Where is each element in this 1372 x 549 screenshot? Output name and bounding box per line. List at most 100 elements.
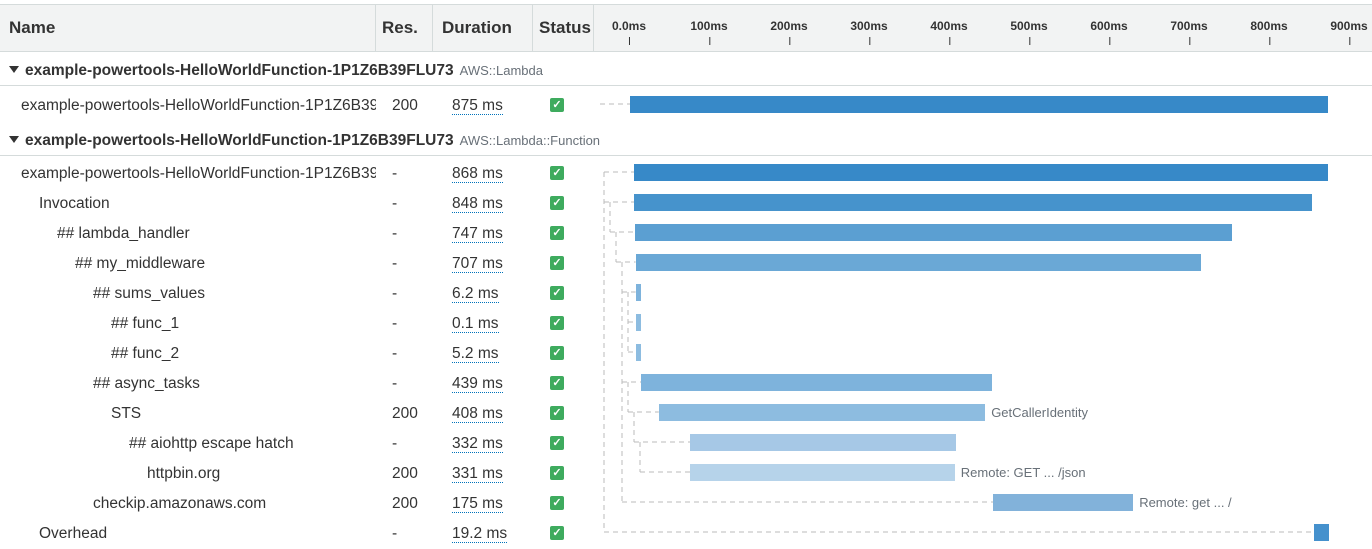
timeline-bar[interactable] [634,164,1329,181]
segment-name: ## sums_values [93,285,206,302]
duration-link[interactable]: 332 ms [452,435,503,453]
segment-group-header[interactable]: example-powertools-HelloWorldFunction-1P… [0,56,1372,86]
segment-name: example-powertools-HelloWorldFunction-1P… [21,97,376,114]
duration-link[interactable]: 175 ms [452,495,503,513]
status-ok-check-icon: ✓ [550,346,564,360]
segment-name: ## async_tasks [93,375,200,392]
response-code: - [392,255,398,272]
column-status[interactable]: Status [533,5,594,51]
status-ok-check-icon: ✓ [550,376,564,390]
status-ok-check-icon: ✓ [550,526,564,540]
timeline-bar[interactable] [658,404,986,421]
duration-link[interactable]: 6.2 ms [452,285,499,303]
collapse-triangle-icon[interactable] [9,66,19,73]
group-type: AWS::Lambda::Function [459,133,601,148]
status-ok-check-icon: ✓ [550,286,564,300]
trace-row[interactable]: ## func_1 - 0.1 ms ✓ [0,309,1372,339]
trace-row[interactable]: ## my_middleware - 707 ms ✓ [0,249,1372,279]
duration-link[interactable]: 439 ms [452,375,503,393]
trace-row[interactable]: ## aiohttp escape hatch - 332 ms ✓ [0,429,1372,459]
segment-group-header[interactable]: example-powertools-HelloWorldFunction-1P… [0,126,1372,156]
axis-tick: 600ms [1090,19,1128,45]
response-code: - [392,525,398,542]
timeline-bar[interactable] [1314,524,1330,541]
duration-link[interactable]: 5.2 ms [452,345,499,363]
response-code: 200 [392,405,418,422]
column-res[interactable]: Res. [376,5,433,51]
axis-tick: 500ms [1010,19,1048,45]
timeline-bar[interactable] [636,314,642,331]
duration-link[interactable]: 19.2 ms [452,525,508,543]
segment-name: STS [111,405,142,422]
axis-tick: 400ms [930,19,968,45]
duration-link[interactable]: 747 ms [452,225,503,243]
trace-row[interactable]: ## async_tasks - 439 ms ✓ [0,369,1372,399]
status-ok-check-icon: ✓ [550,166,564,180]
axis-tick: 100ms [690,19,728,45]
axis-tick: 0.0ms [611,19,647,45]
duration-link[interactable]: 707 ms [452,255,503,273]
duration-link[interactable]: 868 ms [452,165,503,183]
trace-row[interactable]: checkip.amazonaws.com 200 175 ms ✓ [0,489,1372,519]
response-code: - [392,315,398,332]
group-name: example-powertools-HelloWorldFunction-1P… [25,132,454,149]
timeline-bar[interactable] [635,254,1202,271]
status-ok-check-icon: ✓ [550,196,564,210]
response-code: - [392,345,398,362]
axis-tick: 300ms [850,19,888,45]
duration-link[interactable]: 848 ms [452,195,503,213]
segment-name: Invocation [39,195,110,212]
duration-link[interactable]: 331 ms [452,465,503,483]
response-code: - [392,195,398,212]
response-code: - [392,375,398,392]
segment-name: example-powertools-HelloWorldFunction-1P… [21,165,376,182]
trace-row[interactable]: example-powertools-HelloWorldFunction-1P… [0,91,1372,121]
segment-name: httpbin.org [147,465,221,482]
timeline-bar[interactable] [634,224,1233,241]
timeline-bar[interactable] [635,284,641,301]
trace-row[interactable]: STS 200 408 ms ✓ [0,399,1372,429]
trace-row[interactable]: example-powertools-HelloWorldFunction-1P… [0,159,1372,189]
column-duration[interactable]: Duration [433,5,533,51]
axis-tick-label: 500ms [1010,19,1048,33]
axis-tick-label: 300ms [850,19,888,33]
duration-link[interactable]: 408 ms [452,405,503,423]
status-ok-check-icon: ✓ [550,466,564,480]
segment-name: ## func_2 [111,345,180,362]
response-code: - [392,225,398,242]
bar-annotation: Remote: get ... / [1139,495,1232,510]
trace-row[interactable]: ## sums_values - 6.2 ms ✓ [0,279,1372,309]
trace-row[interactable]: ## func_2 - 5.2 ms ✓ [0,339,1372,369]
table-header: Name Res. Duration Status 0.0ms 100ms 200m… [0,4,1372,52]
trace-row[interactable]: Overhead - 19.2 ms ✓ [0,519,1372,549]
column-name[interactable]: Name [0,5,376,51]
status-ok-check-icon: ✓ [550,98,564,112]
timeline-bar[interactable] [993,494,1134,511]
axis-tick: 800ms [1250,19,1288,45]
axis-tick-label: 700ms [1170,19,1208,33]
axis-tick-label: 600ms [1090,19,1128,33]
response-code: - [392,285,398,302]
timeline-bar[interactable] [634,194,1313,211]
duration-link[interactable]: 875 ms [452,97,503,115]
collapse-triangle-icon[interactable] [9,136,19,143]
timeline-bar[interactable] [690,464,955,481]
timeline-bar[interactable] [690,434,956,451]
trace-row[interactable]: ## lambda_handler - 747 ms ✓ [0,219,1372,249]
response-code: 200 [392,465,418,482]
axis-tick-label: 200ms [770,19,808,33]
status-ok-check-icon: ✓ [550,496,564,510]
axis-tick: 700ms [1170,19,1208,45]
timeline-bar[interactable] [630,96,1329,113]
trace-row[interactable]: Invocation - 848 ms ✓ [0,189,1372,219]
response-code: - [392,165,398,182]
timeline-bar[interactable] [636,344,642,361]
axis-tick-label: 0.0ms [611,19,647,33]
timeline-bar[interactable] [641,374,993,391]
bar-annotation: GetCallerIdentity [991,405,1089,420]
trace-row[interactable]: httpbin.org 200 331 ms ✓ [0,459,1372,489]
axis-tick: 900ms [1330,19,1368,45]
axis-tick-label: 800ms [1250,19,1288,33]
status-ok-check-icon: ✓ [550,436,564,450]
duration-link[interactable]: 0.1 ms [452,315,499,333]
